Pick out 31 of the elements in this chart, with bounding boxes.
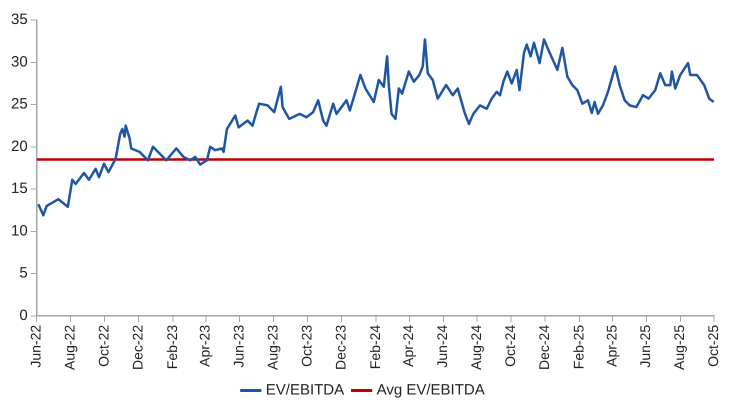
x-tick-label: Jun-23: [230, 324, 247, 368]
legend-label: Avg EV/EBITDA: [376, 382, 485, 399]
x-tick-label: Apr-25: [603, 324, 620, 367]
x-tick-label: Feb-24: [366, 324, 383, 370]
x-tick-label: Jun-24: [434, 324, 450, 368]
x-tick-label: Apr-23: [196, 324, 213, 367]
x-tick-label: Dec-23: [332, 324, 348, 370]
x-tick-label: Feb-23: [164, 324, 180, 370]
y-tick-label: 35: [10, 11, 28, 28]
x-tick-label: Oct-22: [95, 324, 112, 367]
x-tick-label: Oct-23: [298, 324, 314, 367]
legend-label: EV/EBITDA: [266, 382, 344, 399]
x-tick-label: Aug-23: [264, 324, 281, 370]
x-tick-label: Dec-22: [129, 324, 146, 370]
x-tick-label: Jun-22: [28, 324, 44, 368]
y-tick-label: 0: [19, 306, 28, 324]
x-tick-label: Aug-24: [468, 324, 484, 370]
y-tick-label: 20: [10, 138, 28, 155]
x-tick-label: Dec-24: [536, 324, 552, 370]
x-tick-label: Jun-25: [637, 324, 654, 368]
x-tick-label: Aug-25: [671, 324, 688, 370]
x-tick-label: Aug-22: [61, 324, 78, 370]
y-tick-label: 5: [19, 264, 28, 282]
y-tick-label: 10: [10, 222, 28, 240]
x-tick-label: Apr-24: [400, 324, 416, 367]
y-tick-label: 25: [10, 96, 28, 113]
y-tick-label: 15: [10, 180, 28, 198]
x-tick-label: Oct-24: [502, 324, 518, 367]
x-tick-label: Feb-25: [570, 324, 586, 370]
y-tick-label: 30: [10, 53, 28, 70]
x-tick-label: Oct-25: [705, 324, 722, 367]
